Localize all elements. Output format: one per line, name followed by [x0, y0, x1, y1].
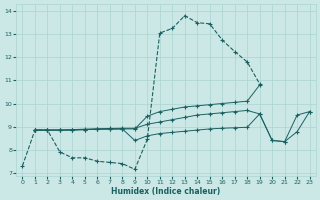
X-axis label: Humidex (Indice chaleur): Humidex (Indice chaleur) [111, 187, 221, 196]
